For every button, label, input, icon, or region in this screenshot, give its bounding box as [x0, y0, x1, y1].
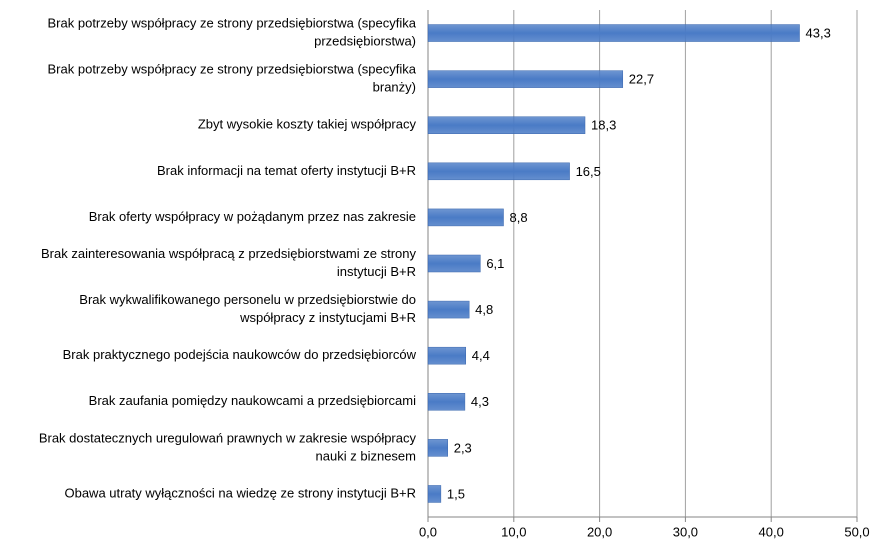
value-label: 4,3 [471, 394, 489, 409]
value-label: 6,1 [486, 256, 504, 271]
x-tick-label: 0,0 [419, 524, 437, 539]
category-label: Obawa utraty wyłączności na wiedzę ze st… [64, 485, 416, 500]
category-label: Brak zaufania pomiędzy naukowcami a prze… [89, 393, 416, 408]
category-label: Brak potrzeby współpracy ze strony przed… [48, 62, 417, 77]
bar [427, 70, 624, 88]
category-label: instytucji B+R [337, 264, 416, 279]
bar [427, 254, 481, 273]
bar [427, 116, 586, 134]
category-label: branży) [373, 80, 416, 95]
bar [427, 24, 800, 42]
bar [427, 346, 467, 365]
category-label: nauki z biznesem [316, 448, 416, 463]
category-label: przedsiębiorstwa) [314, 33, 416, 48]
category-label: Brak informacji na temat oferty instytuc… [157, 163, 416, 178]
bar [427, 439, 448, 457]
bar [427, 393, 466, 411]
x-tick-label: 10,0 [501, 524, 526, 539]
x-tick-label: 20,0 [587, 524, 612, 539]
x-tick-label: 30,0 [673, 524, 698, 539]
category-label: Zbyt wysokie koszty takiej współpracy [198, 117, 417, 132]
bar [427, 162, 570, 181]
value-label: 18,3 [591, 118, 616, 133]
value-label: 2,3 [454, 440, 472, 455]
category-label: Brak oferty współpracy w pożądanym przez… [89, 209, 416, 224]
bar [427, 208, 504, 227]
value-label: 16,5 [576, 164, 601, 179]
bar [427, 300, 470, 319]
value-label: 43,3 [806, 25, 831, 40]
category-label: Brak wykwalifikowanego personelu w przed… [79, 292, 416, 307]
category-label: Brak zainteresowania współpracą z przeds… [41, 246, 416, 261]
value-label: 8,8 [510, 210, 528, 225]
category-label: współpracy z instytucjami B+R [239, 310, 416, 325]
value-label: 4,8 [475, 302, 493, 317]
value-label: 1,5 [447, 486, 465, 501]
x-tick-label: 50,0 [844, 524, 869, 539]
bar [427, 485, 442, 503]
category-label: Brak potrzeby współpracy ze strony przed… [48, 15, 417, 30]
category-label: Brak praktycznego podejścia naukowców do… [63, 347, 417, 362]
x-tick-label: 40,0 [759, 524, 784, 539]
category-label: Brak dostatecznych uregulowań prawnych w… [39, 430, 417, 445]
value-label: 4,4 [472, 348, 490, 363]
value-label: 22,7 [629, 72, 654, 87]
